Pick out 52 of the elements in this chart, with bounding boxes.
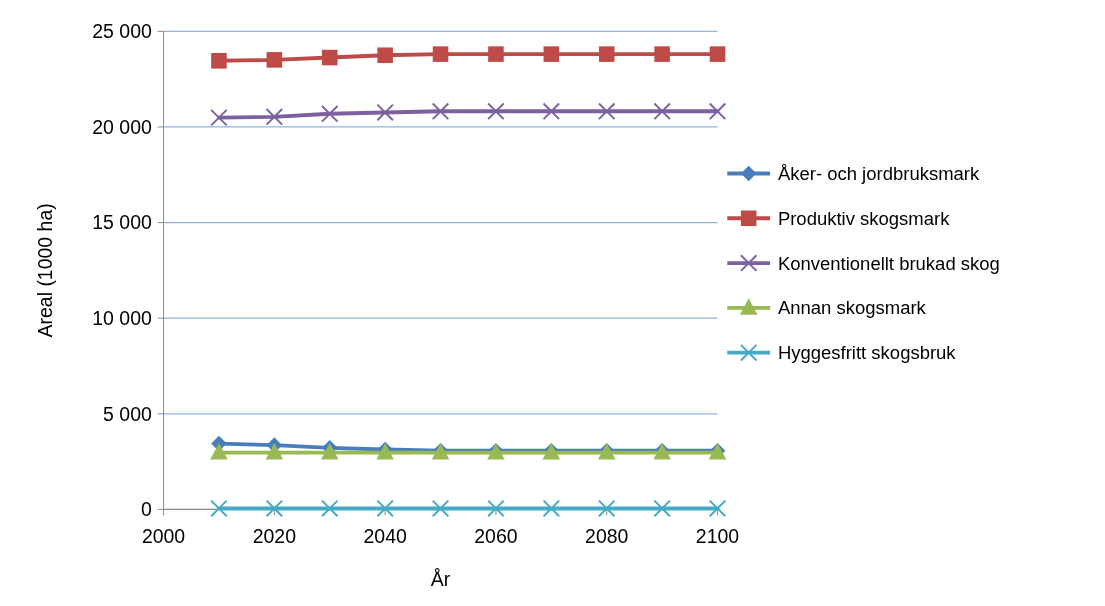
x-tick-label: 2080: [585, 524, 629, 547]
point: [708, 102, 727, 121]
point: [210, 442, 228, 460]
point: [320, 442, 339, 460]
point: [597, 102, 616, 121]
y-tick-label: 25 000: [92, 20, 153, 43]
point: [653, 102, 671, 121]
y-tick-label: 10 000: [92, 307, 153, 329]
point: [210, 499, 228, 518]
point: [542, 499, 561, 518]
x-tick-label: 2100: [695, 524, 740, 547]
x-tick-label: 2060: [474, 524, 518, 547]
point: [265, 499, 284, 518]
y-tick-label: 15 000: [92, 211, 153, 234]
point: [487, 102, 505, 121]
point: [265, 108, 284, 126]
point: [432, 46, 449, 62]
x-tick-label: 2000: [141, 524, 186, 547]
y-axis-title: Areal (1000 ha): [33, 203, 56, 338]
point: [320, 499, 339, 518]
point: [210, 108, 228, 127]
point: [431, 102, 450, 121]
point: [543, 46, 560, 62]
point: [597, 499, 616, 518]
point: [654, 46, 670, 62]
point: [377, 47, 393, 64]
point: [321, 49, 338, 66]
point: [709, 46, 726, 62]
y-tick-label: 20 000: [92, 115, 153, 138]
point: [376, 103, 394, 122]
legend-label: Annan skogsmark: [777, 297, 927, 319]
point: [211, 53, 227, 69]
x-axis-title: År: [430, 568, 451, 591]
point: [487, 499, 505, 518]
point: [708, 499, 727, 518]
point: [431, 499, 450, 518]
legend-label: Produktiv skogsmark: [777, 207, 951, 229]
point: [653, 499, 671, 518]
y-tick-label: 0: [141, 498, 153, 521]
point: [598, 46, 615, 62]
point: [266, 52, 283, 68]
y-tick-label: 5 000: [103, 402, 153, 425]
point: [376, 499, 394, 518]
legend-label: Hyggesfritt skogsbruk: [777, 342, 957, 364]
point: [320, 105, 339, 123]
x-tick-label: 2040: [363, 524, 407, 547]
point: [265, 442, 284, 460]
point: [488, 46, 504, 62]
point: [542, 102, 561, 121]
legend-label: Åker- och jordbruksmark: [777, 162, 980, 184]
legend-label: Konventionellt brukad skog: [777, 252, 1000, 274]
x-tick-label: 2020: [252, 524, 297, 547]
